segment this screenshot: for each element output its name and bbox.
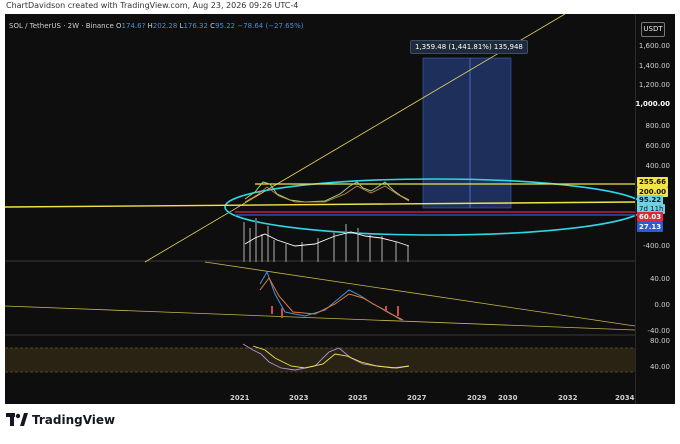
currency-button[interactable]: USDT — [641, 22, 665, 37]
time-tick: 2027 — [407, 394, 427, 402]
price-axis[interactable]: USDT 1,600.00 1,400.00 1,200.00 1,000.00… — [635, 14, 675, 404]
rsi-band — [5, 348, 635, 372]
open-label: O — [116, 22, 122, 30]
price-tick: 400.00 — [645, 162, 671, 170]
rsi-tick: 80.00 — [649, 337, 670, 345]
rsi-tick: 40.00 — [649, 363, 670, 371]
price-tick: 1,000.00 — [635, 100, 670, 108]
blue-line-price-tag: 27.13 — [637, 222, 664, 232]
time-tick: 2029 — [467, 394, 487, 402]
tag-200: 200.00 — [637, 187, 669, 197]
last-price-tag: 95.22 — [637, 195, 664, 205]
macd-signal-line — [259, 277, 404, 321]
high-value: 202.28 — [152, 22, 178, 30]
price-line-2 — [244, 185, 410, 203]
volume-ma-line — [244, 231, 410, 247]
tradingview-logo-icon — [6, 413, 28, 426]
macd-tick: -40.00 — [647, 327, 670, 335]
price-line — [244, 181, 410, 203]
price-tick: -400.00 — [642, 242, 670, 250]
tradingview-wordmark: TradingView — [32, 413, 116, 427]
symbol-title[interactable]: SOL / TetherUS · 2W · Binance — [9, 22, 114, 30]
symbol-legend[interactable]: SOL / TetherUS · 2W · Binance O174.6? H2… — [9, 22, 303, 30]
chart-area[interactable]: SOL / TetherUS · 2W · Binance O174.6? H2… — [5, 14, 675, 404]
countdown-tag: 7d 11h — [637, 204, 666, 214]
macd-tick: 0.00 — [654, 301, 670, 309]
volume-bars — [243, 218, 409, 262]
measure-projection-box — [422, 57, 512, 209]
resistance-price-tag: 255.66 — [637, 177, 669, 187]
measure-label: 1,359.48 (1,441.81%) 135,948 — [410, 40, 528, 54]
macd-trend-lower — [5, 305, 636, 331]
macd-trend-upper — [204, 261, 636, 327]
time-tick: 2030 — [498, 394, 518, 402]
price-tick: 600.00 — [645, 142, 671, 150]
time-tick: 2025 — [348, 394, 368, 402]
price-tick: 1,600.00 — [638, 42, 670, 50]
low-label: L — [179, 22, 184, 30]
close-value: 95.22 −78.64 (−27.65%) — [215, 22, 304, 30]
time-tick: 2032 — [558, 394, 578, 402]
price-tick: 1,200.00 — [638, 81, 670, 89]
attribution-text: ChartDavidson created with TradingView.c… — [6, 1, 299, 10]
macd-histogram — [271, 306, 399, 318]
time-tick: 2023 — [289, 394, 309, 402]
time-tick: 2034 — [615, 394, 635, 402]
trend-line-long — [144, 14, 566, 263]
high-label: H — [147, 22, 153, 30]
low-value: 176.32 — [183, 22, 208, 30]
price-tick: 800.00 — [645, 122, 671, 130]
chart-drawings — [5, 14, 646, 373]
red-line-price-tag: 60.03 — [637, 212, 664, 222]
open-value: 174.6? — [121, 22, 146, 30]
price-tick: 1,400.00 — [638, 62, 670, 70]
tradingview-brand[interactable]: TradingView — [6, 413, 115, 427]
close-label: C — [210, 22, 216, 30]
support-line-yellow — [5, 201, 636, 208]
rsi-ma-line — [252, 345, 410, 369]
macd-tick: 40.00 — [649, 275, 670, 283]
time-tick: 2021 — [230, 394, 250, 402]
